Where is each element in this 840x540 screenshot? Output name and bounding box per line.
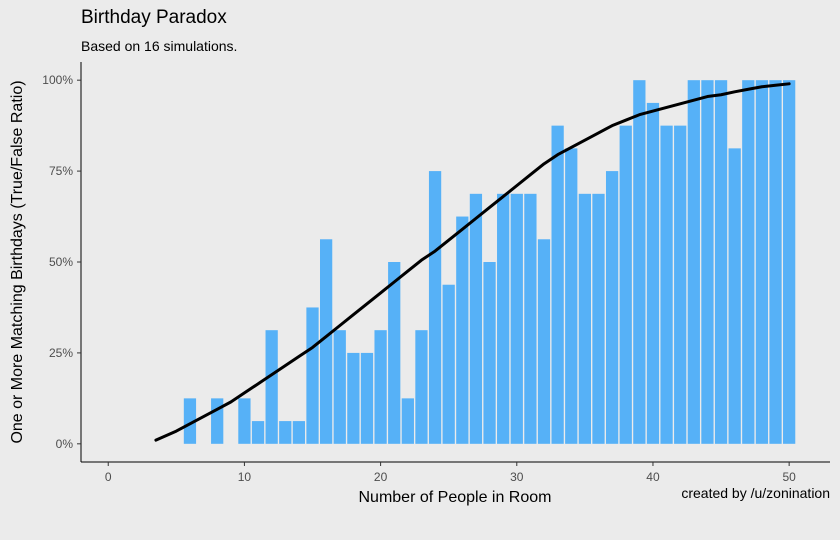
bar-13 xyxy=(279,421,292,444)
y-tick-label-2: 50% xyxy=(49,255,73,269)
bar-38 xyxy=(619,125,632,444)
y-tick-label-4: 100% xyxy=(42,73,73,87)
bar-42 xyxy=(674,125,687,444)
bar-11 xyxy=(251,421,265,444)
x-tick-label-30: 30 xyxy=(510,470,524,484)
bar-33 xyxy=(551,125,564,444)
bar-21 xyxy=(388,262,401,444)
curve-layer xyxy=(154,82,791,442)
bar-25 xyxy=(442,284,455,444)
chart-title: Birthday Paradox xyxy=(81,7,227,28)
chart-caption: created by /u/zonination xyxy=(681,485,830,501)
ticks-layer: 0 10 20 30 40 50 0% 25% 50% 75% 100% xyxy=(42,73,796,484)
bar-31 xyxy=(524,193,537,444)
y-tick-label-3: 75% xyxy=(49,164,73,178)
y-tick-label-1: 25% xyxy=(49,346,73,360)
bar-50 xyxy=(783,80,796,444)
bar-45 xyxy=(714,80,728,444)
bar-14 xyxy=(292,421,306,444)
bar-23 xyxy=(415,330,428,444)
x-tick-label-20: 20 xyxy=(374,470,388,484)
bar-15 xyxy=(306,307,319,444)
y-tick-label-0: 0% xyxy=(56,437,74,451)
bar-43 xyxy=(687,80,700,444)
bar-30 xyxy=(510,193,523,444)
bar-35 xyxy=(578,193,592,444)
y-axis-title: One or More Matching Birthdays (True/Fal… xyxy=(9,80,26,443)
bar-24 xyxy=(428,171,442,444)
bar-34 xyxy=(565,148,578,444)
fitted-curve xyxy=(154,82,791,442)
bar-46 xyxy=(728,148,741,444)
bar-32 xyxy=(537,239,551,444)
bar-49 xyxy=(769,80,782,444)
bar-26 xyxy=(456,216,469,444)
bar-28 xyxy=(483,262,496,444)
bar-37 xyxy=(605,171,619,444)
bar-36 xyxy=(592,193,605,444)
bar-6 xyxy=(183,398,197,444)
x-tick-label-0: 0 xyxy=(105,470,112,484)
bar-16 xyxy=(319,239,333,444)
bars-layer xyxy=(183,80,796,444)
bar-41 xyxy=(660,125,673,444)
bar-29 xyxy=(497,193,510,444)
bar-40 xyxy=(646,102,660,444)
bar-47 xyxy=(742,80,755,444)
x-tick-label-40: 40 xyxy=(646,470,660,484)
bar-12 xyxy=(265,330,278,444)
bar-8 xyxy=(211,398,224,444)
bar-48 xyxy=(755,80,769,444)
x-tick-label-10: 10 xyxy=(238,470,252,484)
bar-17 xyxy=(333,330,346,444)
bar-22 xyxy=(401,398,414,444)
x-tick-label-50: 50 xyxy=(782,470,796,484)
bar-10 xyxy=(238,398,251,444)
bar-18 xyxy=(347,352,360,444)
bar-27 xyxy=(469,193,483,444)
x-axis-title: Number of People in Room xyxy=(359,489,552,506)
bar-19 xyxy=(360,352,374,444)
bar-39 xyxy=(633,80,646,444)
bar-20 xyxy=(374,330,387,444)
chart-subtitle: Based on 16 simulations. xyxy=(81,38,238,54)
bar-44 xyxy=(701,80,714,444)
